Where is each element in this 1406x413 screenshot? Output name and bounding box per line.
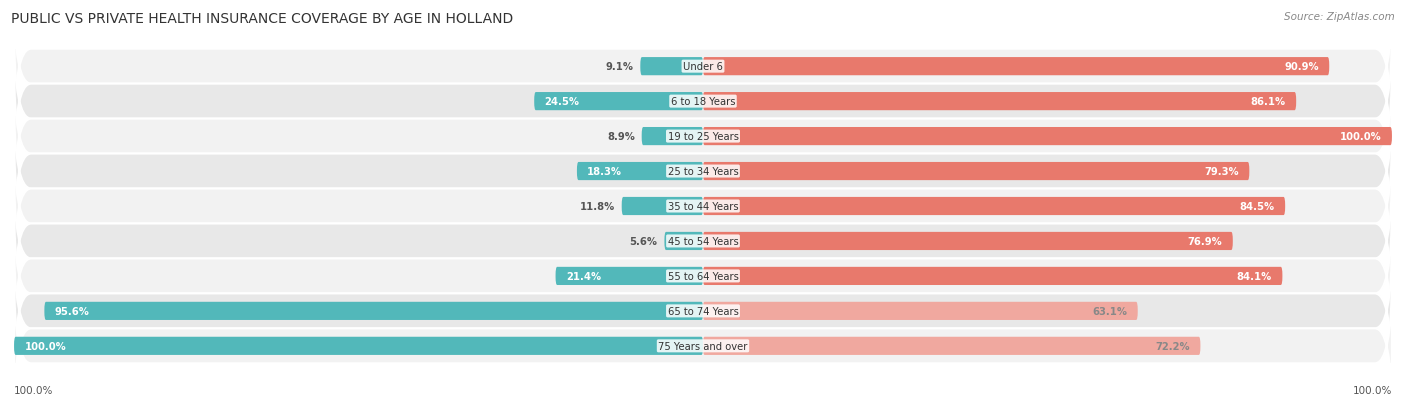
Text: 35 to 44 Years: 35 to 44 Years: [668, 202, 738, 211]
FancyBboxPatch shape: [14, 0, 1392, 137]
Text: PUBLIC VS PRIVATE HEALTH INSURANCE COVERAGE BY AGE IN HOLLAND: PUBLIC VS PRIVATE HEALTH INSURANCE COVER…: [11, 12, 513, 26]
FancyBboxPatch shape: [665, 232, 703, 250]
Text: 84.1%: 84.1%: [1237, 271, 1272, 281]
Text: 45 to 54 Years: 45 to 54 Years: [668, 236, 738, 247]
Text: 63.1%: 63.1%: [1092, 306, 1128, 316]
Text: 79.3%: 79.3%: [1205, 166, 1239, 177]
Text: 24.5%: 24.5%: [544, 97, 579, 107]
Text: 21.4%: 21.4%: [565, 271, 600, 281]
Text: 65 to 74 Years: 65 to 74 Years: [668, 306, 738, 316]
Text: Source: ZipAtlas.com: Source: ZipAtlas.com: [1284, 12, 1395, 22]
FancyBboxPatch shape: [640, 58, 703, 76]
FancyBboxPatch shape: [14, 337, 703, 355]
Text: 100.0%: 100.0%: [1340, 132, 1382, 142]
FancyBboxPatch shape: [14, 67, 1392, 206]
Text: 84.5%: 84.5%: [1240, 202, 1275, 211]
Text: 9.1%: 9.1%: [606, 62, 634, 72]
Text: 18.3%: 18.3%: [588, 166, 623, 177]
FancyBboxPatch shape: [703, 232, 1233, 250]
Text: Under 6: Under 6: [683, 62, 723, 72]
FancyBboxPatch shape: [703, 128, 1392, 146]
Text: 55 to 64 Years: 55 to 64 Years: [668, 271, 738, 281]
FancyBboxPatch shape: [14, 172, 1392, 311]
Text: 75 Years and over: 75 Years and over: [658, 341, 748, 351]
FancyBboxPatch shape: [14, 241, 1392, 381]
FancyBboxPatch shape: [576, 163, 703, 181]
Text: 100.0%: 100.0%: [24, 341, 66, 351]
FancyBboxPatch shape: [703, 302, 1137, 320]
FancyBboxPatch shape: [621, 197, 703, 216]
FancyBboxPatch shape: [534, 93, 703, 111]
Text: 19 to 25 Years: 19 to 25 Years: [668, 132, 738, 142]
Text: 90.9%: 90.9%: [1284, 62, 1319, 72]
FancyBboxPatch shape: [14, 102, 1392, 241]
FancyBboxPatch shape: [14, 206, 1392, 346]
Text: 11.8%: 11.8%: [579, 202, 614, 211]
Text: 86.1%: 86.1%: [1251, 97, 1286, 107]
FancyBboxPatch shape: [641, 128, 703, 146]
FancyBboxPatch shape: [703, 337, 1201, 355]
FancyBboxPatch shape: [14, 32, 1392, 172]
Text: 100.0%: 100.0%: [1353, 385, 1392, 395]
FancyBboxPatch shape: [14, 276, 1392, 413]
FancyBboxPatch shape: [703, 197, 1285, 216]
FancyBboxPatch shape: [45, 302, 703, 320]
FancyBboxPatch shape: [703, 163, 1250, 181]
Text: 5.6%: 5.6%: [630, 236, 658, 247]
Text: 100.0%: 100.0%: [14, 385, 53, 395]
FancyBboxPatch shape: [14, 137, 1392, 276]
Text: 95.6%: 95.6%: [55, 306, 90, 316]
FancyBboxPatch shape: [703, 93, 1296, 111]
Text: 76.9%: 76.9%: [1188, 236, 1222, 247]
FancyBboxPatch shape: [555, 267, 703, 285]
FancyBboxPatch shape: [703, 267, 1282, 285]
Text: 72.2%: 72.2%: [1156, 341, 1189, 351]
Text: 6 to 18 Years: 6 to 18 Years: [671, 97, 735, 107]
Text: 8.9%: 8.9%: [607, 132, 634, 142]
Text: 25 to 34 Years: 25 to 34 Years: [668, 166, 738, 177]
FancyBboxPatch shape: [703, 58, 1329, 76]
